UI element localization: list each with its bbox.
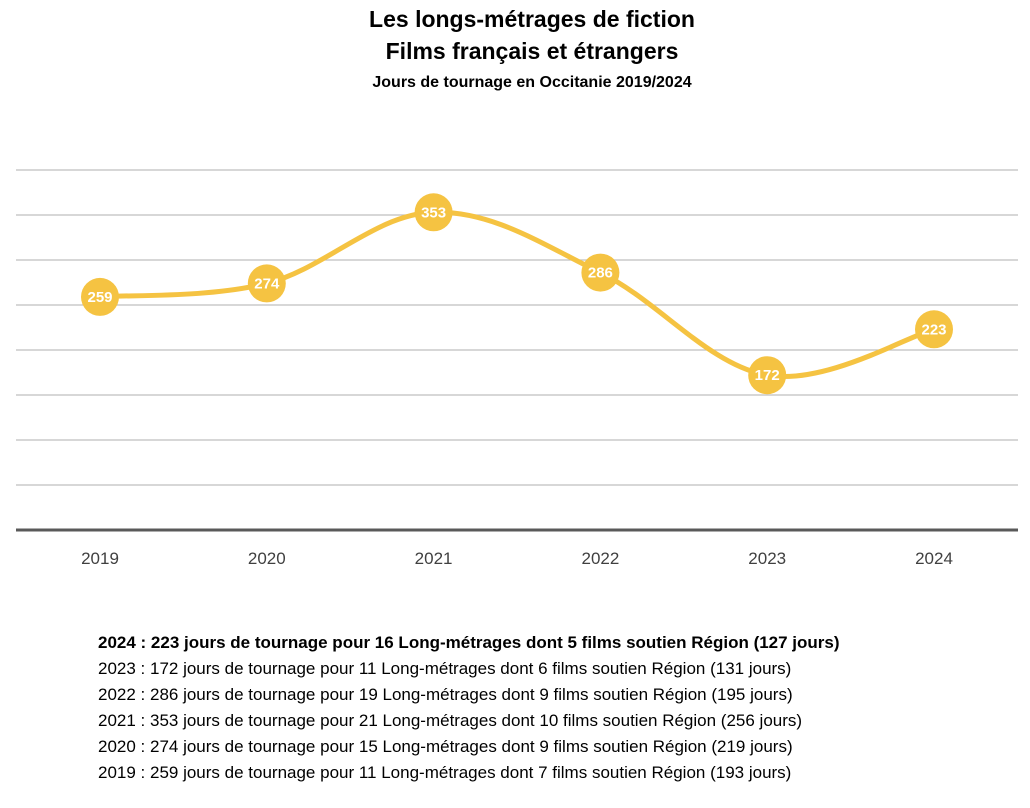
data-label: 259 [87, 289, 112, 306]
note-line: 2022 : 286 jours de tournage pour 19 Lon… [98, 685, 793, 704]
data-points: 259 274 353 286 172 223 [81, 193, 953, 395]
series-line [97, 209, 937, 379]
x-tick-label: 2020 [248, 549, 286, 568]
note-line: 2021 : 353 jours de tournage pour 21 Lon… [98, 711, 803, 730]
data-point [247, 264, 286, 303]
data-point [915, 310, 953, 349]
x-tick-label: 2024 [915, 549, 953, 568]
note-line: 2019 : 259 jours de tournage pour 11 Lon… [98, 763, 792, 782]
data-label: 353 [421, 204, 446, 221]
data-point [748, 356, 787, 395]
data-point [81, 277, 119, 316]
data-point [581, 253, 620, 292]
gridlines [16, 169, 1018, 532]
note-line: 2024 : 223 jours de tournage pour 16 Lon… [98, 633, 840, 652]
x-tick-label: 2019 [81, 549, 119, 568]
data-label: 274 [254, 275, 280, 292]
notes-list: 2024 : 223 jours de tournage pour 16 Lon… [98, 630, 840, 786]
chart-title: Les longs-métrages de fiction [369, 6, 695, 32]
x-axis: 2019 2020 2021 2022 2023 2024 [81, 549, 953, 568]
note-line: 2023 : 172 jours de tournage pour 11 Lon… [98, 659, 792, 678]
x-tick-label: 2023 [748, 549, 786, 568]
data-label: 223 [921, 321, 946, 338]
data-point [414, 193, 453, 232]
x-tick-label: 2022 [581, 549, 619, 568]
line-chart: 2019 2020 2021 2022 2023 2024 259 274 353 286 172… [16, 169, 1018, 568]
data-label: 286 [588, 265, 613, 282]
x-tick-label: 2021 [415, 549, 453, 568]
data-label: 172 [755, 367, 780, 384]
chart-subtitle: Films français et étrangers [385, 38, 679, 64]
chart-caption: Jours de tournage en Occitanie 2019/2024 [372, 74, 692, 91]
note-line: 2020 : 274 jours de tournage pour 15 Lon… [98, 737, 793, 756]
